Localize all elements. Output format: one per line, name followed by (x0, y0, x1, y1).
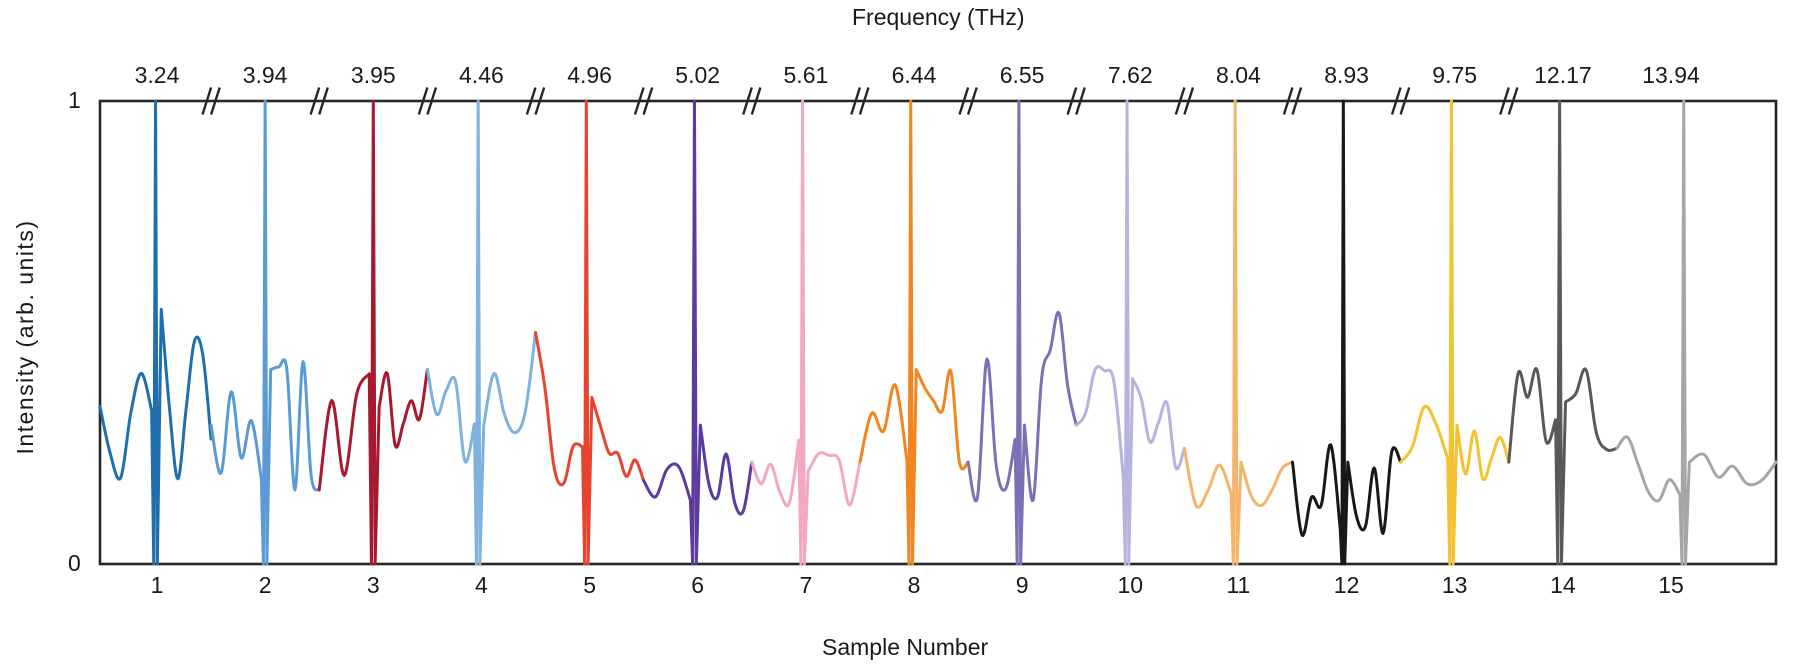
svg-text:Intensity (arb. units): Intensity (arb. units) (12, 220, 38, 455)
